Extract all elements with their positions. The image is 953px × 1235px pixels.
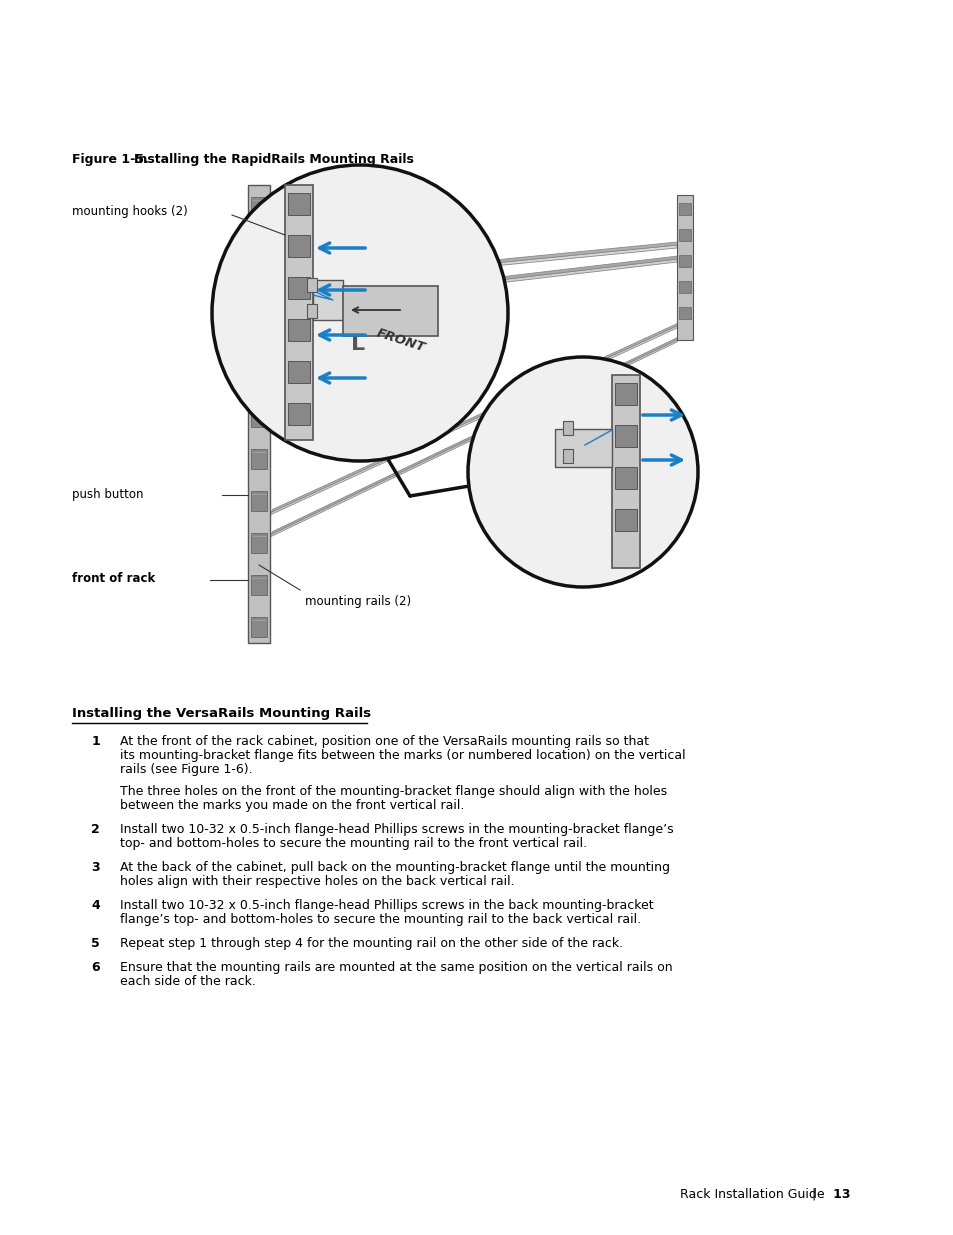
Bar [251,366,267,385]
Text: flange’s top- and bottom-holes to secure the mounting rail to the back vertical : flange’s top- and bottom-holes to secure… [120,913,640,926]
Text: 4: 4 [91,899,100,911]
Bar [562,450,573,463]
Bar [251,450,267,469]
Bar [288,319,310,341]
Text: Install two 10-32 x 0.5-inch flange-head Phillips screws in the back mounting-br: Install two 10-32 x 0.5-inch flange-head… [120,899,653,911]
Bar [251,492,267,511]
Text: mounting rails (2): mounting rails (2) [305,595,411,608]
Bar [615,383,637,405]
Text: 6: 6 [91,961,100,974]
Bar [555,429,612,467]
Text: Installing the VersaRails Mounting Rails: Installing the VersaRails Mounting Rails [71,706,371,720]
Text: rails (see Figure 1-6).: rails (see Figure 1-6). [120,763,253,776]
Bar [313,280,343,320]
Bar [612,375,639,568]
Text: Install two 10-32 x 0.5-inch flange-head Phillips screws in the mounting-bracket: Install two 10-32 x 0.5-inch flange-head… [120,823,673,836]
Text: L: L [351,333,365,354]
Text: front of rack: front of rack [71,572,155,585]
Polygon shape [271,337,679,535]
Text: each side of the rack.: each side of the rack. [120,974,255,988]
Bar [248,185,270,643]
Text: At the front of the rack cabinet, position one of the VersaRails mounting rails : At the front of the rack cabinet, positi… [120,735,648,748]
Text: At the back of the cabinet, pull back on the mounting-bracket flange until the m: At the back of the cabinet, pull back on… [120,861,669,874]
Bar [615,425,637,447]
Bar [679,228,690,241]
Text: Rack Installation Guide: Rack Installation Guide [679,1188,823,1200]
Text: Installing the RapidRails Mounting Rails: Installing the RapidRails Mounting Rails [133,153,414,165]
Bar [251,534,267,553]
Text: between the marks you made on the front vertical rail.: between the marks you made on the front … [120,799,464,811]
Polygon shape [270,245,677,288]
Polygon shape [270,259,677,310]
Bar [251,618,267,637]
Text: push button: push button [71,488,143,501]
Text: 5: 5 [91,937,100,950]
Text: 2: 2 [91,823,100,836]
Bar [288,235,310,257]
Circle shape [468,357,698,587]
Text: 13: 13 [820,1188,850,1200]
Bar [288,403,310,425]
Bar [251,576,267,595]
Polygon shape [270,256,677,308]
Polygon shape [271,322,679,513]
Bar [288,361,310,383]
Text: 3: 3 [91,861,100,874]
Bar [615,467,637,489]
Bar [677,195,692,340]
Bar [285,185,313,440]
Bar [679,282,690,293]
Bar [679,203,690,215]
Bar [288,277,310,299]
Text: Repeat step 1 through step 4 for the mounting rail on the other side of the rack: Repeat step 1 through step 4 for the mou… [120,937,622,950]
Bar [307,304,316,317]
Bar [679,254,690,267]
Text: Ensure that the mounting rails are mounted at the same position on the vertical : Ensure that the mounting rails are mount… [120,961,672,974]
Text: top- and bottom-holes to secure the mounting rail to the front vertical rail.: top- and bottom-holes to secure the moun… [120,837,586,850]
Bar [679,308,690,319]
Text: 1: 1 [91,735,100,748]
Bar [343,287,437,336]
Bar [251,198,267,217]
Text: FRONT: FRONT [375,326,427,354]
Bar [251,324,267,343]
Text: holes align with their respective holes on the back vertical rail.: holes align with their respective holes … [120,876,514,888]
Polygon shape [270,325,678,515]
Bar [615,509,637,531]
Text: mounting hooks (2): mounting hooks (2) [71,205,188,219]
Text: its mounting-bracket flange fits between the marks (or numbered location) on the: its mounting-bracket flange fits between… [120,748,685,762]
Text: The three holes on the front of the mounting-bracket flange should align with th: The three holes on the front of the moun… [120,785,666,798]
Bar [288,193,310,215]
Bar [562,421,573,435]
Polygon shape [270,340,678,537]
Text: |: | [800,1188,816,1200]
Polygon shape [270,242,677,285]
Text: Figure 1-5.: Figure 1-5. [71,153,149,165]
Bar [307,278,316,291]
Bar [251,240,267,259]
Bar [251,408,267,427]
Circle shape [212,165,507,461]
Bar [251,282,267,301]
